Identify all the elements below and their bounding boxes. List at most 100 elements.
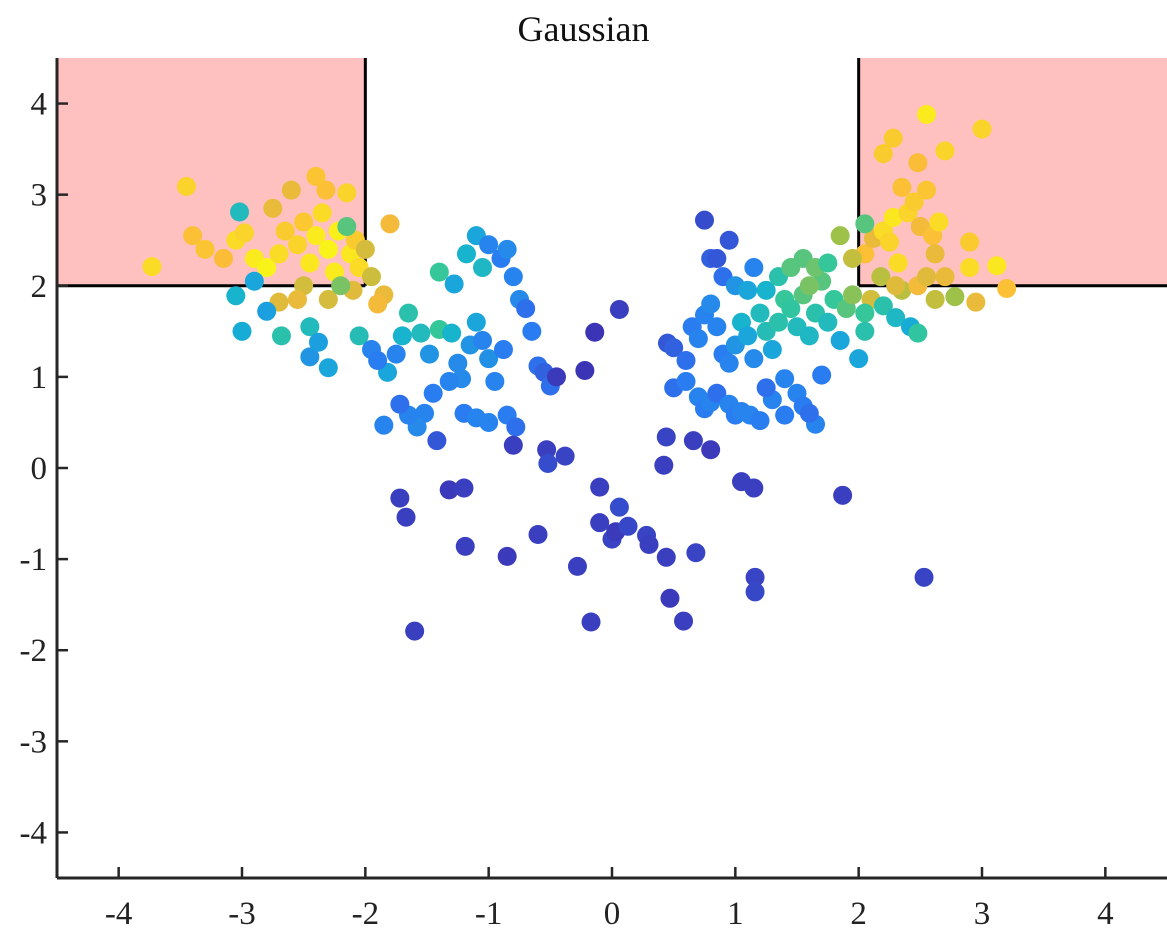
data-point	[380, 214, 400, 234]
data-point	[479, 235, 499, 255]
data-point	[506, 417, 526, 437]
data-point	[547, 367, 566, 387]
data-point	[362, 267, 381, 287]
data-point	[886, 308, 906, 328]
data-point	[987, 256, 1007, 276]
data-point	[843, 248, 862, 268]
data-point	[744, 349, 764, 369]
y-tick-label: -2	[20, 633, 48, 669]
y-tick-label: -3	[20, 724, 48, 760]
data-point	[355, 239, 375, 259]
data-point	[738, 280, 758, 300]
data-point	[935, 267, 955, 287]
data-point	[960, 258, 980, 278]
data-point	[473, 330, 492, 350]
data-point	[306, 166, 326, 186]
data-point	[873, 296, 893, 316]
data-point	[871, 267, 891, 287]
data-point	[183, 226, 203, 246]
data-point	[575, 361, 595, 381]
data-points	[142, 104, 1017, 641]
data-point	[257, 258, 277, 278]
data-point	[439, 371, 459, 391]
data-point	[799, 403, 819, 423]
data-point	[818, 312, 838, 332]
data-point	[676, 350, 696, 370]
data-point	[466, 312, 486, 332]
data-point	[331, 276, 351, 296]
data-point	[455, 536, 475, 556]
x-tick-label: 4	[1097, 896, 1114, 932]
data-point	[288, 289, 307, 309]
y-tick-label: 1	[31, 360, 48, 396]
data-point	[300, 253, 320, 273]
data-point	[439, 480, 459, 500]
x-tick-label: -4	[105, 896, 133, 932]
data-point	[444, 274, 464, 294]
data-point	[676, 371, 696, 391]
data-point	[337, 217, 357, 237]
data-point	[392, 326, 412, 346]
data-point	[177, 176, 196, 196]
data-point	[799, 326, 819, 346]
data-point	[244, 271, 264, 291]
data-point	[744, 478, 764, 498]
x-tick-label: 0	[604, 896, 621, 932]
data-point	[538, 453, 558, 473]
data-point	[674, 611, 694, 631]
data-point	[719, 230, 739, 250]
data-point	[419, 344, 439, 364]
data-point	[585, 322, 605, 342]
data-point	[843, 285, 862, 305]
data-point	[522, 321, 542, 341]
data-point	[849, 349, 869, 369]
data-point	[756, 280, 776, 300]
data-point	[479, 412, 499, 432]
data-point	[914, 567, 934, 587]
data-point	[473, 258, 492, 278]
chart-title: Gaussian	[517, 9, 650, 49]
data-point	[972, 119, 992, 139]
y-tick-label: -4	[20, 815, 48, 851]
data-point	[316, 180, 336, 200]
data-point	[567, 556, 587, 576]
data-point	[656, 547, 676, 567]
data-point	[745, 582, 765, 602]
data-point	[908, 323, 928, 343]
data-point	[707, 317, 727, 337]
data-point	[904, 192, 924, 212]
data-point	[275, 221, 295, 241]
x-tick-label: 1	[727, 896, 744, 932]
data-point	[609, 497, 629, 517]
data-point	[738, 326, 758, 346]
data-point	[654, 455, 674, 475]
data-point	[454, 478, 474, 498]
data-point	[497, 239, 517, 259]
data-point	[917, 267, 936, 287]
data-point	[479, 349, 499, 369]
data-point	[294, 212, 314, 232]
data-point	[925, 244, 945, 264]
data-point	[300, 317, 320, 337]
data-point	[411, 323, 431, 343]
data-point	[456, 244, 476, 264]
data-point	[880, 232, 899, 252]
data-point	[195, 239, 215, 259]
data-point	[590, 477, 610, 497]
data-point	[707, 248, 727, 268]
data-point	[396, 507, 416, 527]
data-point	[886, 276, 906, 296]
data-point	[300, 347, 320, 367]
data-point	[888, 253, 908, 273]
data-point	[232, 321, 252, 341]
axes: -4 -3 -2 -1 0 1 2 3 4 -4 -3 -2 -1 0 1 2 3 4	[20, 58, 1167, 932]
data-point	[701, 294, 721, 314]
x-tick-label: 3	[974, 896, 991, 932]
x-tick-label: -2	[352, 896, 380, 932]
data-point	[683, 431, 703, 451]
data-point	[833, 485, 853, 505]
data-point	[503, 435, 523, 455]
data-point	[917, 180, 936, 200]
data-point	[214, 248, 233, 268]
